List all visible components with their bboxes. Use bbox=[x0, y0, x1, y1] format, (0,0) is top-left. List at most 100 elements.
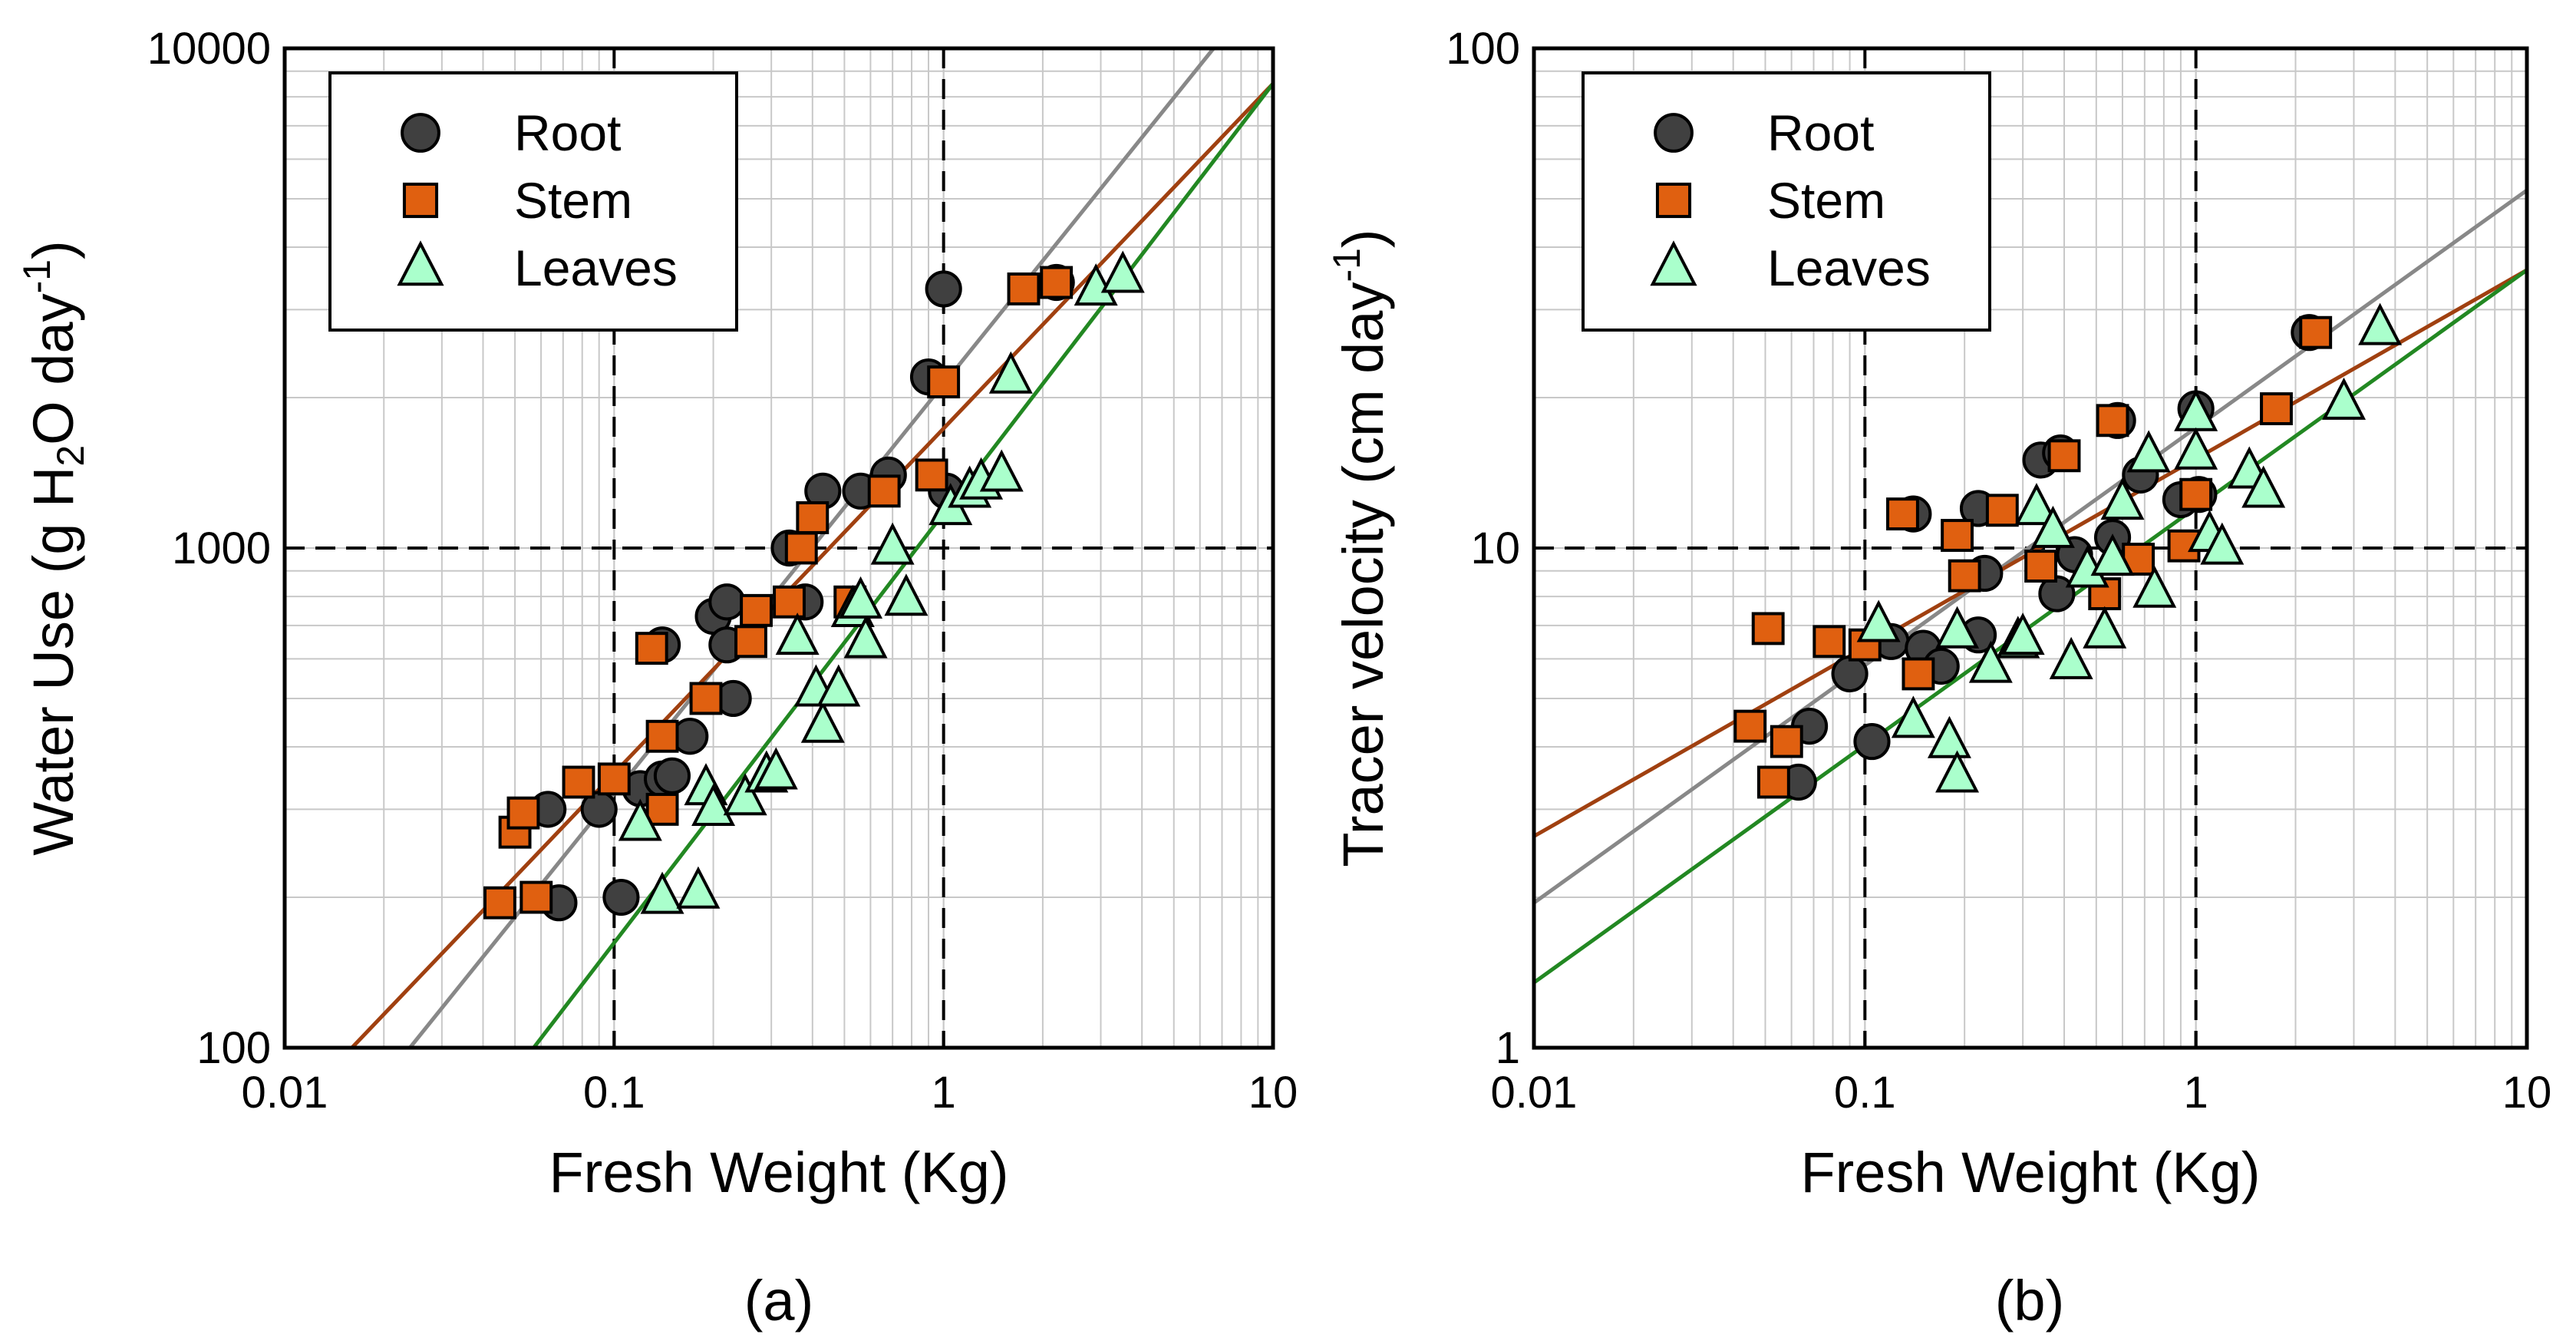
data-point-root bbox=[1831, 655, 1869, 693]
data-point-leaves bbox=[1856, 599, 1901, 642]
legend-box bbox=[328, 71, 738, 332]
data-point-stem bbox=[597, 762, 631, 796]
data-point-leaves bbox=[676, 866, 721, 909]
data-point-leaves bbox=[2132, 565, 2177, 608]
data-point-root bbox=[925, 270, 962, 308]
y-tick-labels-a: 100 1000 10000 bbox=[147, 24, 302, 1073]
data-point-leaves bbox=[2090, 533, 2135, 576]
legend-b: Root Stem Leaves bbox=[1582, 71, 1991, 332]
legend-marker-root bbox=[401, 113, 440, 153]
panel-a: 0.01 0.1 1 10 100 1000 10000 Fresh Weight (Kg… bbox=[15, 24, 1298, 1332]
data-point-stem bbox=[784, 531, 818, 565]
data-point-stem bbox=[645, 719, 679, 753]
data-point-stem bbox=[562, 765, 595, 799]
data-point-stem bbox=[2096, 404, 2129, 438]
data-point-leaves bbox=[800, 700, 845, 743]
data-point-leaves bbox=[2358, 302, 2403, 345]
x-tick-label: 0.1 bbox=[1834, 1068, 1896, 1118]
x-axis-title-a: Fresh Weight (Kg) bbox=[549, 1141, 1008, 1204]
data-point-stem bbox=[689, 682, 723, 715]
data-point-stem bbox=[1985, 494, 2019, 527]
data-point-stem bbox=[915, 458, 948, 492]
data-point-leaves bbox=[988, 351, 1033, 394]
x-axis-title-b: Fresh Weight (Kg) bbox=[1800, 1141, 2260, 1204]
x-tick-label: 10 bbox=[2502, 1068, 2552, 1118]
fit-line-root bbox=[1534, 188, 2527, 905]
y-title-prefix-a: Water Use (g H bbox=[21, 467, 85, 856]
data-point-leaves bbox=[870, 522, 915, 565]
y-title-suffix-a: ) bbox=[21, 240, 85, 259]
legend-label-stem: Stem bbox=[514, 172, 632, 229]
data-point-stem bbox=[2260, 392, 2293, 425]
legend-marker-stem bbox=[402, 182, 439, 219]
panel-label-a: (a) bbox=[744, 1269, 813, 1332]
data-point-stem bbox=[2024, 550, 2058, 583]
data-point-leaves bbox=[1968, 640, 2013, 683]
data-point-stem bbox=[1770, 725, 1803, 758]
data-point-leaves bbox=[691, 784, 736, 827]
data-point-leaves bbox=[2100, 477, 2145, 520]
y-tick-labels-b: 1 10 100 bbox=[1446, 24, 1551, 1073]
data-point-stem bbox=[1812, 625, 1846, 659]
legend-a: Root Stem Leaves bbox=[328, 71, 738, 332]
data-point-stem bbox=[1040, 266, 1074, 299]
series-leaves bbox=[618, 250, 1145, 914]
data-point-stem bbox=[506, 796, 540, 830]
data-point-leaves bbox=[2000, 613, 2045, 655]
data-point-leaves bbox=[754, 747, 798, 790]
data-point-stem bbox=[635, 632, 668, 665]
x-tick-label: 0.1 bbox=[583, 1068, 645, 1118]
data-point-leaves bbox=[2126, 430, 2171, 473]
series-stem bbox=[483, 266, 1074, 920]
x-tick-label: 0.01 bbox=[1491, 1068, 1578, 1118]
data-point-leaves bbox=[2200, 522, 2245, 565]
data-point-leaves bbox=[1935, 606, 1980, 649]
panel-b: 0.01 0.1 1 10 1 10 100 Fresh Weight (Kg) Trac… bbox=[1325, 24, 2551, 1332]
data-point-root bbox=[653, 757, 691, 794]
data-point-leaves bbox=[618, 798, 662, 841]
x-tick-labels-b: 0.01 0.1 1 10 bbox=[1491, 1031, 2552, 1118]
data-point-leaves bbox=[2322, 377, 2367, 420]
y-tick-label: 100 bbox=[1446, 24, 1520, 74]
data-point-stem bbox=[740, 593, 773, 627]
data-point-stem bbox=[2179, 477, 2213, 511]
data-point-stem bbox=[519, 880, 553, 914]
y-title-suffix-b: ) bbox=[1331, 229, 1395, 248]
series-leaves bbox=[1856, 302, 2403, 793]
data-point-stem bbox=[1886, 497, 1919, 531]
y-axis-title-a: Water Use (g H2O day-1) bbox=[15, 240, 92, 856]
data-point-stem bbox=[796, 501, 830, 534]
data-point-stem bbox=[2047, 439, 2081, 473]
data-point-stem bbox=[645, 792, 679, 826]
data-points-b bbox=[1733, 302, 2403, 801]
data-point-leaves bbox=[2241, 465, 2286, 508]
data-point-stem bbox=[773, 585, 806, 619]
x-tick-label: 1 bbox=[932, 1068, 956, 1118]
legend-label-leaves: Leaves bbox=[514, 239, 678, 296]
legend-box bbox=[1582, 71, 1991, 332]
legend-label-root: Root bbox=[514, 104, 621, 161]
data-point-leaves bbox=[2014, 483, 2059, 526]
legend-label-root: Root bbox=[1767, 104, 1874, 161]
data-point-root bbox=[1853, 722, 1891, 761]
data-point-stem bbox=[1751, 612, 1785, 646]
data-point-stem bbox=[1007, 272, 1041, 305]
data-point-root bbox=[708, 583, 746, 621]
y-tick-label: 1000 bbox=[172, 523, 271, 573]
data-point-leaves bbox=[816, 664, 861, 707]
data-point-leaves bbox=[1927, 715, 1971, 758]
data-point-leaves bbox=[2174, 427, 2218, 470]
data-point-leaves bbox=[2030, 505, 2075, 548]
data-point-stem bbox=[1901, 657, 1935, 691]
x-tick-labels-a: 0.01 0.1 1 10 bbox=[242, 1031, 1298, 1118]
data-point-root bbox=[602, 878, 640, 916]
data-point-stem bbox=[867, 474, 901, 508]
data-point-leaves bbox=[843, 616, 888, 659]
panel-label-b: (b) bbox=[1995, 1269, 2064, 1332]
data-point-leaves bbox=[1891, 695, 1935, 738]
y-title-sup-a: -1 bbox=[15, 259, 58, 293]
data-point-stem bbox=[2299, 315, 2333, 349]
y-tick-label: 1 bbox=[1496, 1023, 1520, 1073]
y-axis-title-b: Tracer velocity (cm day-1) bbox=[1325, 229, 1395, 867]
